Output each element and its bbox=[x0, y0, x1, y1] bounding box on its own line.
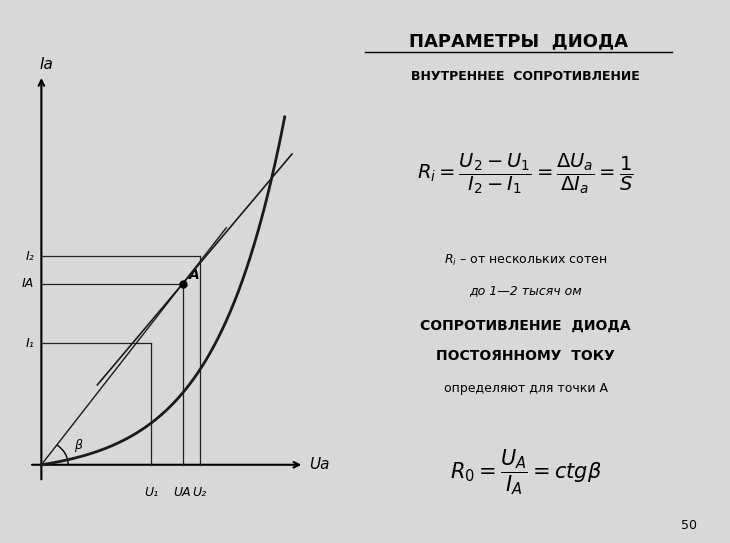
Text: β: β bbox=[74, 439, 82, 452]
Text: UА: UА bbox=[174, 485, 191, 498]
Text: СОПРОТИВЛЕНИЕ  ДИОДА: СОПРОТИВЛЕНИЕ ДИОДА bbox=[420, 319, 631, 333]
Text: до 1—2 тысяч ом: до 1—2 тысяч ом bbox=[469, 284, 582, 297]
Text: $R_0 = \dfrac{U_A}{I_A} = ctg\beta$: $R_0 = \dfrac{U_A}{I_A} = ctg\beta$ bbox=[450, 447, 602, 497]
Text: A: A bbox=[188, 268, 199, 282]
Text: U₂: U₂ bbox=[193, 485, 207, 498]
Text: Iа: Iа bbox=[39, 56, 53, 72]
Text: $R_i$ – от нескольких сотен: $R_i$ – от нескольких сотен bbox=[444, 253, 607, 268]
Text: U₁: U₁ bbox=[144, 485, 158, 498]
Text: $R_i = \dfrac{U_2 - U_1}{I_2 - I_1} = \dfrac{\Delta U_a}{\Delta I_a} = \dfrac{1}: $R_i = \dfrac{U_2 - U_1}{I_2 - I_1} = \d… bbox=[418, 151, 634, 196]
Text: определяют для точки A: определяют для точки A bbox=[444, 382, 607, 395]
Text: ПАРАМЕТРЫ  ДИОДА: ПАРАМЕТРЫ ДИОДА bbox=[409, 33, 628, 50]
Text: I₂: I₂ bbox=[26, 250, 34, 263]
Text: 50: 50 bbox=[681, 519, 697, 532]
Text: I₁: I₁ bbox=[26, 337, 34, 350]
Text: IА: IА bbox=[22, 277, 34, 291]
Text: ПОСТОЯННОМУ  ТОКУ: ПОСТОЯННОМУ ТОКУ bbox=[436, 349, 615, 363]
Text: Uа: Uа bbox=[309, 457, 329, 472]
Text: ВНУТРЕННЕЕ  СОПРОТИВЛЕНИЕ: ВНУТРЕННЕЕ СОПРОТИВЛЕНИЕ bbox=[411, 70, 640, 83]
